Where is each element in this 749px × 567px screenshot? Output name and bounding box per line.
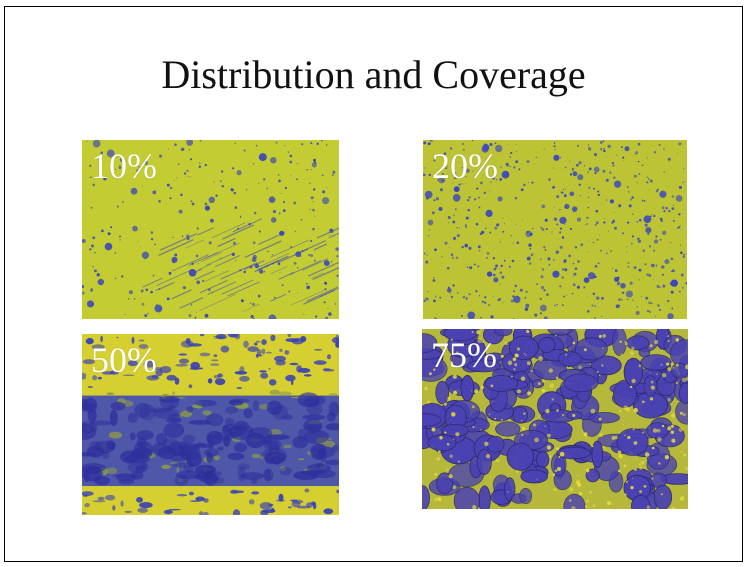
coverage-label-50: 50%	[91, 340, 157, 380]
coverage-image-50	[82, 334, 339, 515]
coverage-image-75	[422, 329, 688, 509]
coverage-photo-75: 75%	[422, 329, 688, 509]
coverage-photo-50: 50%	[82, 334, 339, 515]
slide: Distribution and Coverage 10% 20% 50% 75…	[4, 6, 743, 562]
coverage-label-10: 10%	[91, 146, 157, 186]
coverage-photo-10: 10%	[82, 140, 339, 319]
coverage-image-10	[82, 140, 339, 319]
coverage-photo-20: 20%	[423, 140, 687, 319]
coverage-image-20	[423, 140, 687, 319]
coverage-label-75: 75%	[431, 335, 497, 375]
slide-title: Distribution and Coverage	[161, 52, 586, 97]
coverage-label-20: 20%	[432, 146, 498, 186]
